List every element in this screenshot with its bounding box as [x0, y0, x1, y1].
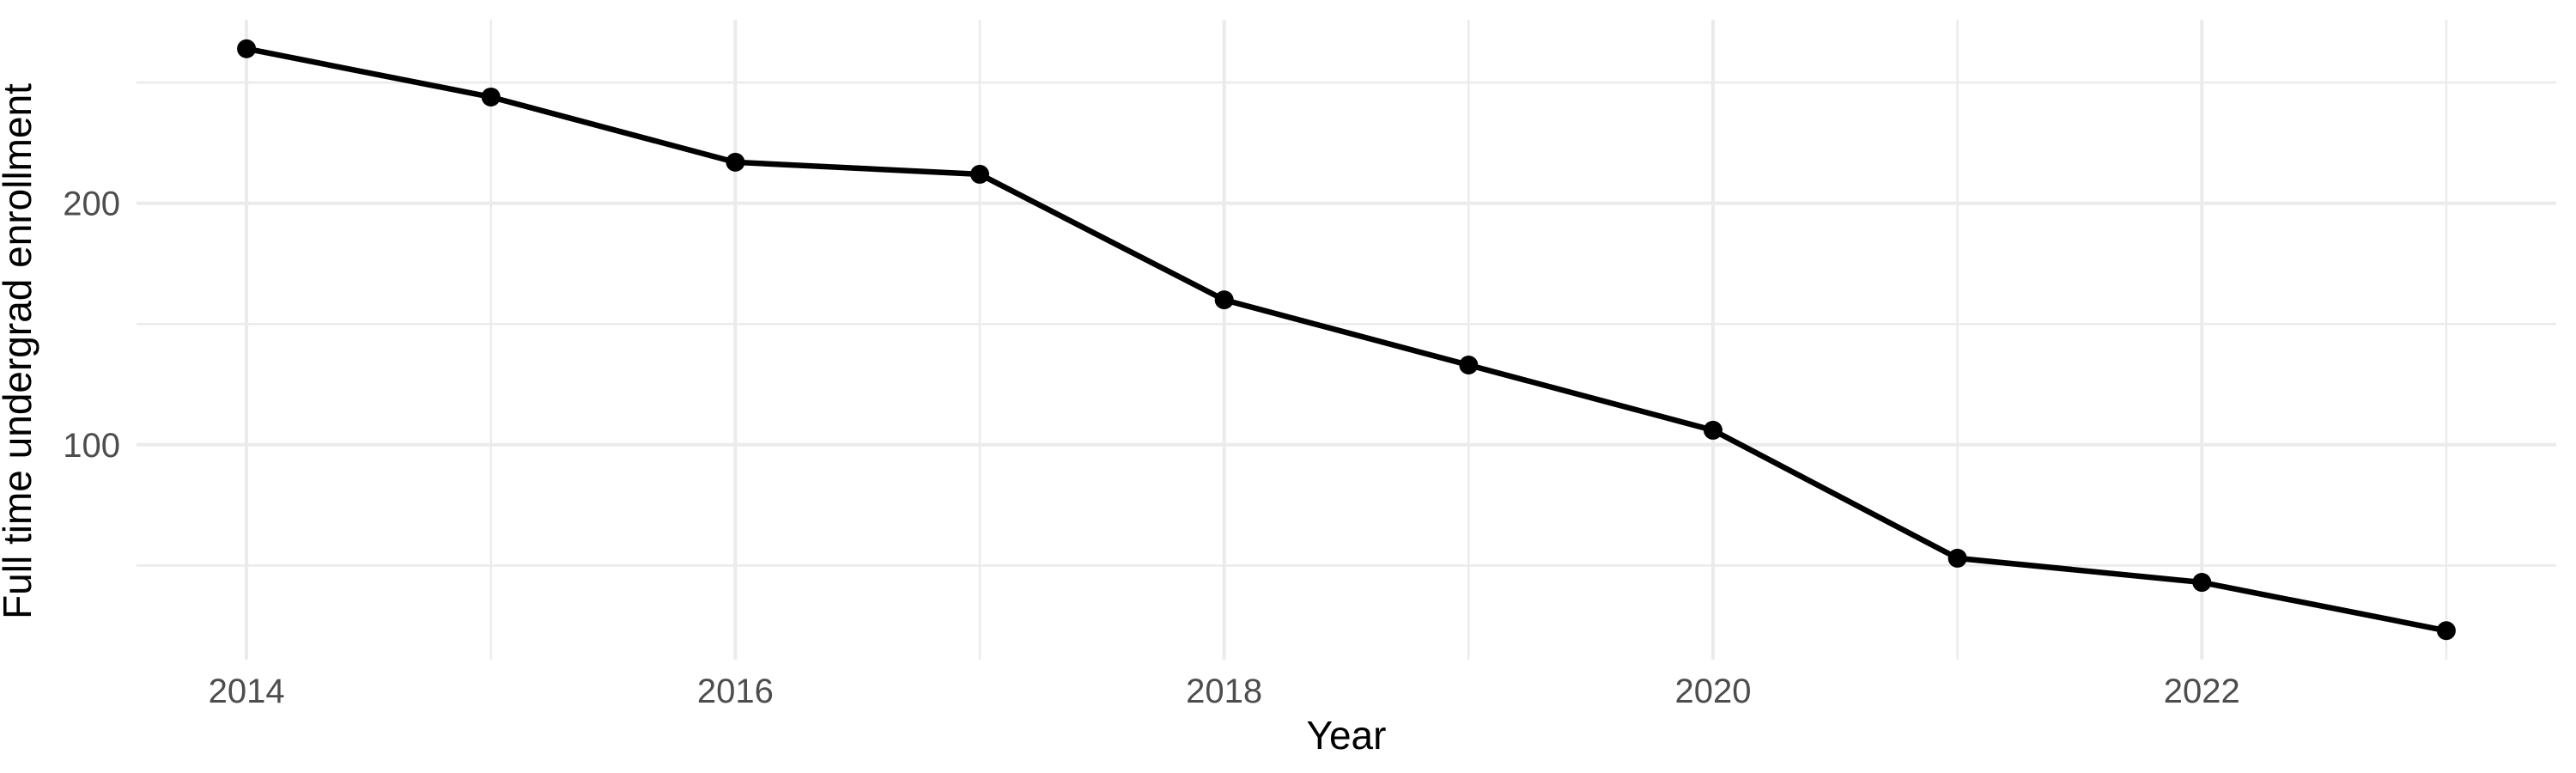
enrollment-line [243, 46, 2450, 634]
data-points [237, 39, 2456, 641]
data-point [970, 164, 990, 184]
data-point [1947, 548, 1967, 568]
x-axis-title: Year [1307, 713, 1387, 758]
data-point [1703, 420, 1722, 440]
minor-gridlines [137, 20, 2556, 660]
x-axis-tick-labels: 2014 2016 2018 2020 2022 [209, 673, 2240, 710]
x-tick-label: 2014 [209, 673, 285, 710]
data-point [237, 39, 257, 58]
data-point [2436, 621, 2456, 641]
major-gridlines [137, 20, 2556, 660]
x-tick-label: 2018 [1186, 673, 1262, 710]
data-point [2192, 573, 2212, 593]
data-point [481, 87, 501, 107]
data-point [726, 152, 745, 172]
x-tick-label: 2016 [697, 673, 774, 710]
data-point [1214, 290, 1234, 310]
y-tick-label: 100 [63, 427, 120, 465]
data-point [1459, 356, 1479, 375]
x-tick-label: 2020 [1674, 673, 1751, 710]
y-axis-tick-labels: 100 200 [63, 186, 120, 465]
y-axis-title: Full time undergrad enrollment [0, 83, 39, 619]
enrollment-line-series [243, 46, 2450, 634]
x-tick-label: 2022 [2164, 673, 2240, 710]
y-tick-label: 200 [63, 186, 120, 223]
